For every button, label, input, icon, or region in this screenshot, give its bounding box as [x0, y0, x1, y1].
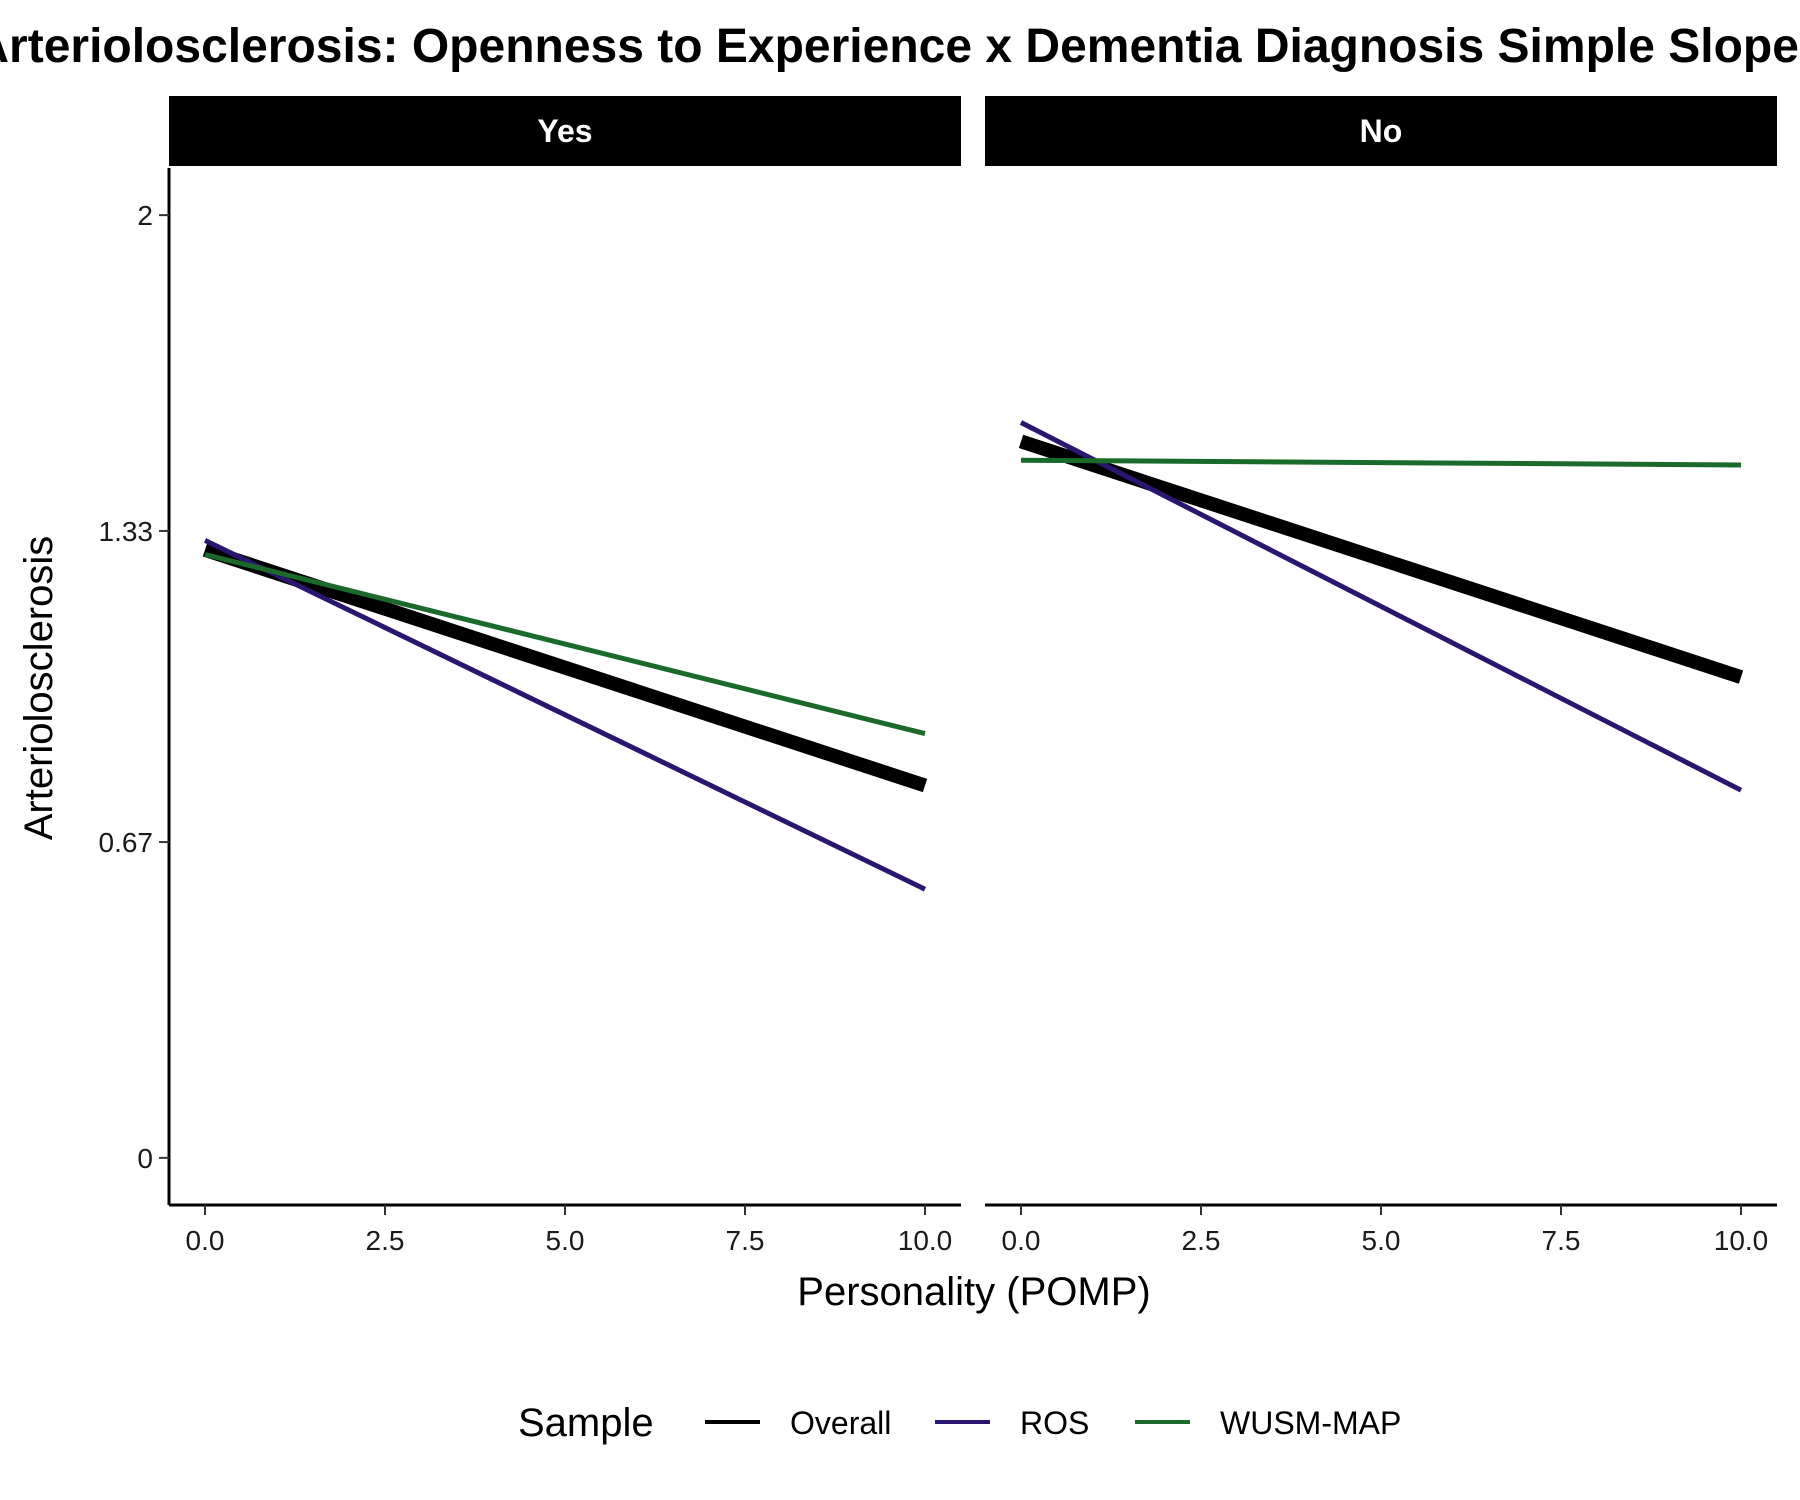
- legend: Sample Overall ROS WUSM-MAP: [518, 1401, 1401, 1445]
- series-line-wusm-map: [204, 552, 926, 737]
- x-tick-label: 7.5: [1542, 1225, 1581, 1256]
- series-line-overall: [202, 543, 928, 793]
- y-tick-label: 1.33: [99, 516, 154, 547]
- y-tick-label: 2: [137, 200, 153, 231]
- x-tick-label: 0.0: [186, 1225, 225, 1256]
- series-line-overall: [1018, 434, 1744, 684]
- x-tick-label: 2.5: [366, 1225, 405, 1256]
- x-tick-label: 2.5: [1182, 1225, 1221, 1256]
- legend-label-wusm-map: WUSM-MAP: [1220, 1405, 1401, 1441]
- x-tick-label: 0.0: [1002, 1225, 1041, 1256]
- series-line-ros: [203, 538, 927, 892]
- y-tick-label: 0.67: [99, 827, 154, 858]
- x-axis-title: Personality (POMP): [797, 1270, 1150, 1314]
- chart-title: Arteriolosclerosis: Openness to Experien…: [0, 20, 1800, 73]
- x-tick-label: 10.0: [898, 1225, 953, 1256]
- y-tick-label: 0: [137, 1143, 153, 1174]
- series-line-ros: [1019, 420, 1743, 793]
- x-tick-label: 5.0: [546, 1225, 585, 1256]
- facet-strip: [985, 96, 1777, 166]
- legend-title: Sample: [518, 1401, 654, 1445]
- facet-strip: [169, 96, 961, 166]
- facet-strip-label: No: [1360, 113, 1403, 149]
- x-tick-label: 5.0: [1362, 1225, 1401, 1256]
- panel-yes: Yes 0.0 2.5 5.0 7.5 10.0 0 0.67 1.33 2: [99, 96, 961, 1256]
- panels: Yes 0.0 2.5 5.0 7.5 10.0 0 0.67 1.33 2 No 0.0 2.5 5.0…: [99, 96, 1777, 1256]
- panel-no: No 0.0 2.5 5.0 7.5 10.0: [985, 96, 1777, 1256]
- x-tick-label: 7.5: [726, 1225, 765, 1256]
- series-line-wusm-map: [1020, 457, 1742, 468]
- legend-label-overall: Overall: [790, 1405, 891, 1441]
- y-axis-title: Arteriolosclerosis: [17, 536, 61, 841]
- legend-label-ros: ROS: [1020, 1405, 1089, 1441]
- facet-strip-label: Yes: [537, 113, 592, 149]
- x-tick-label: 10.0: [1714, 1225, 1769, 1256]
